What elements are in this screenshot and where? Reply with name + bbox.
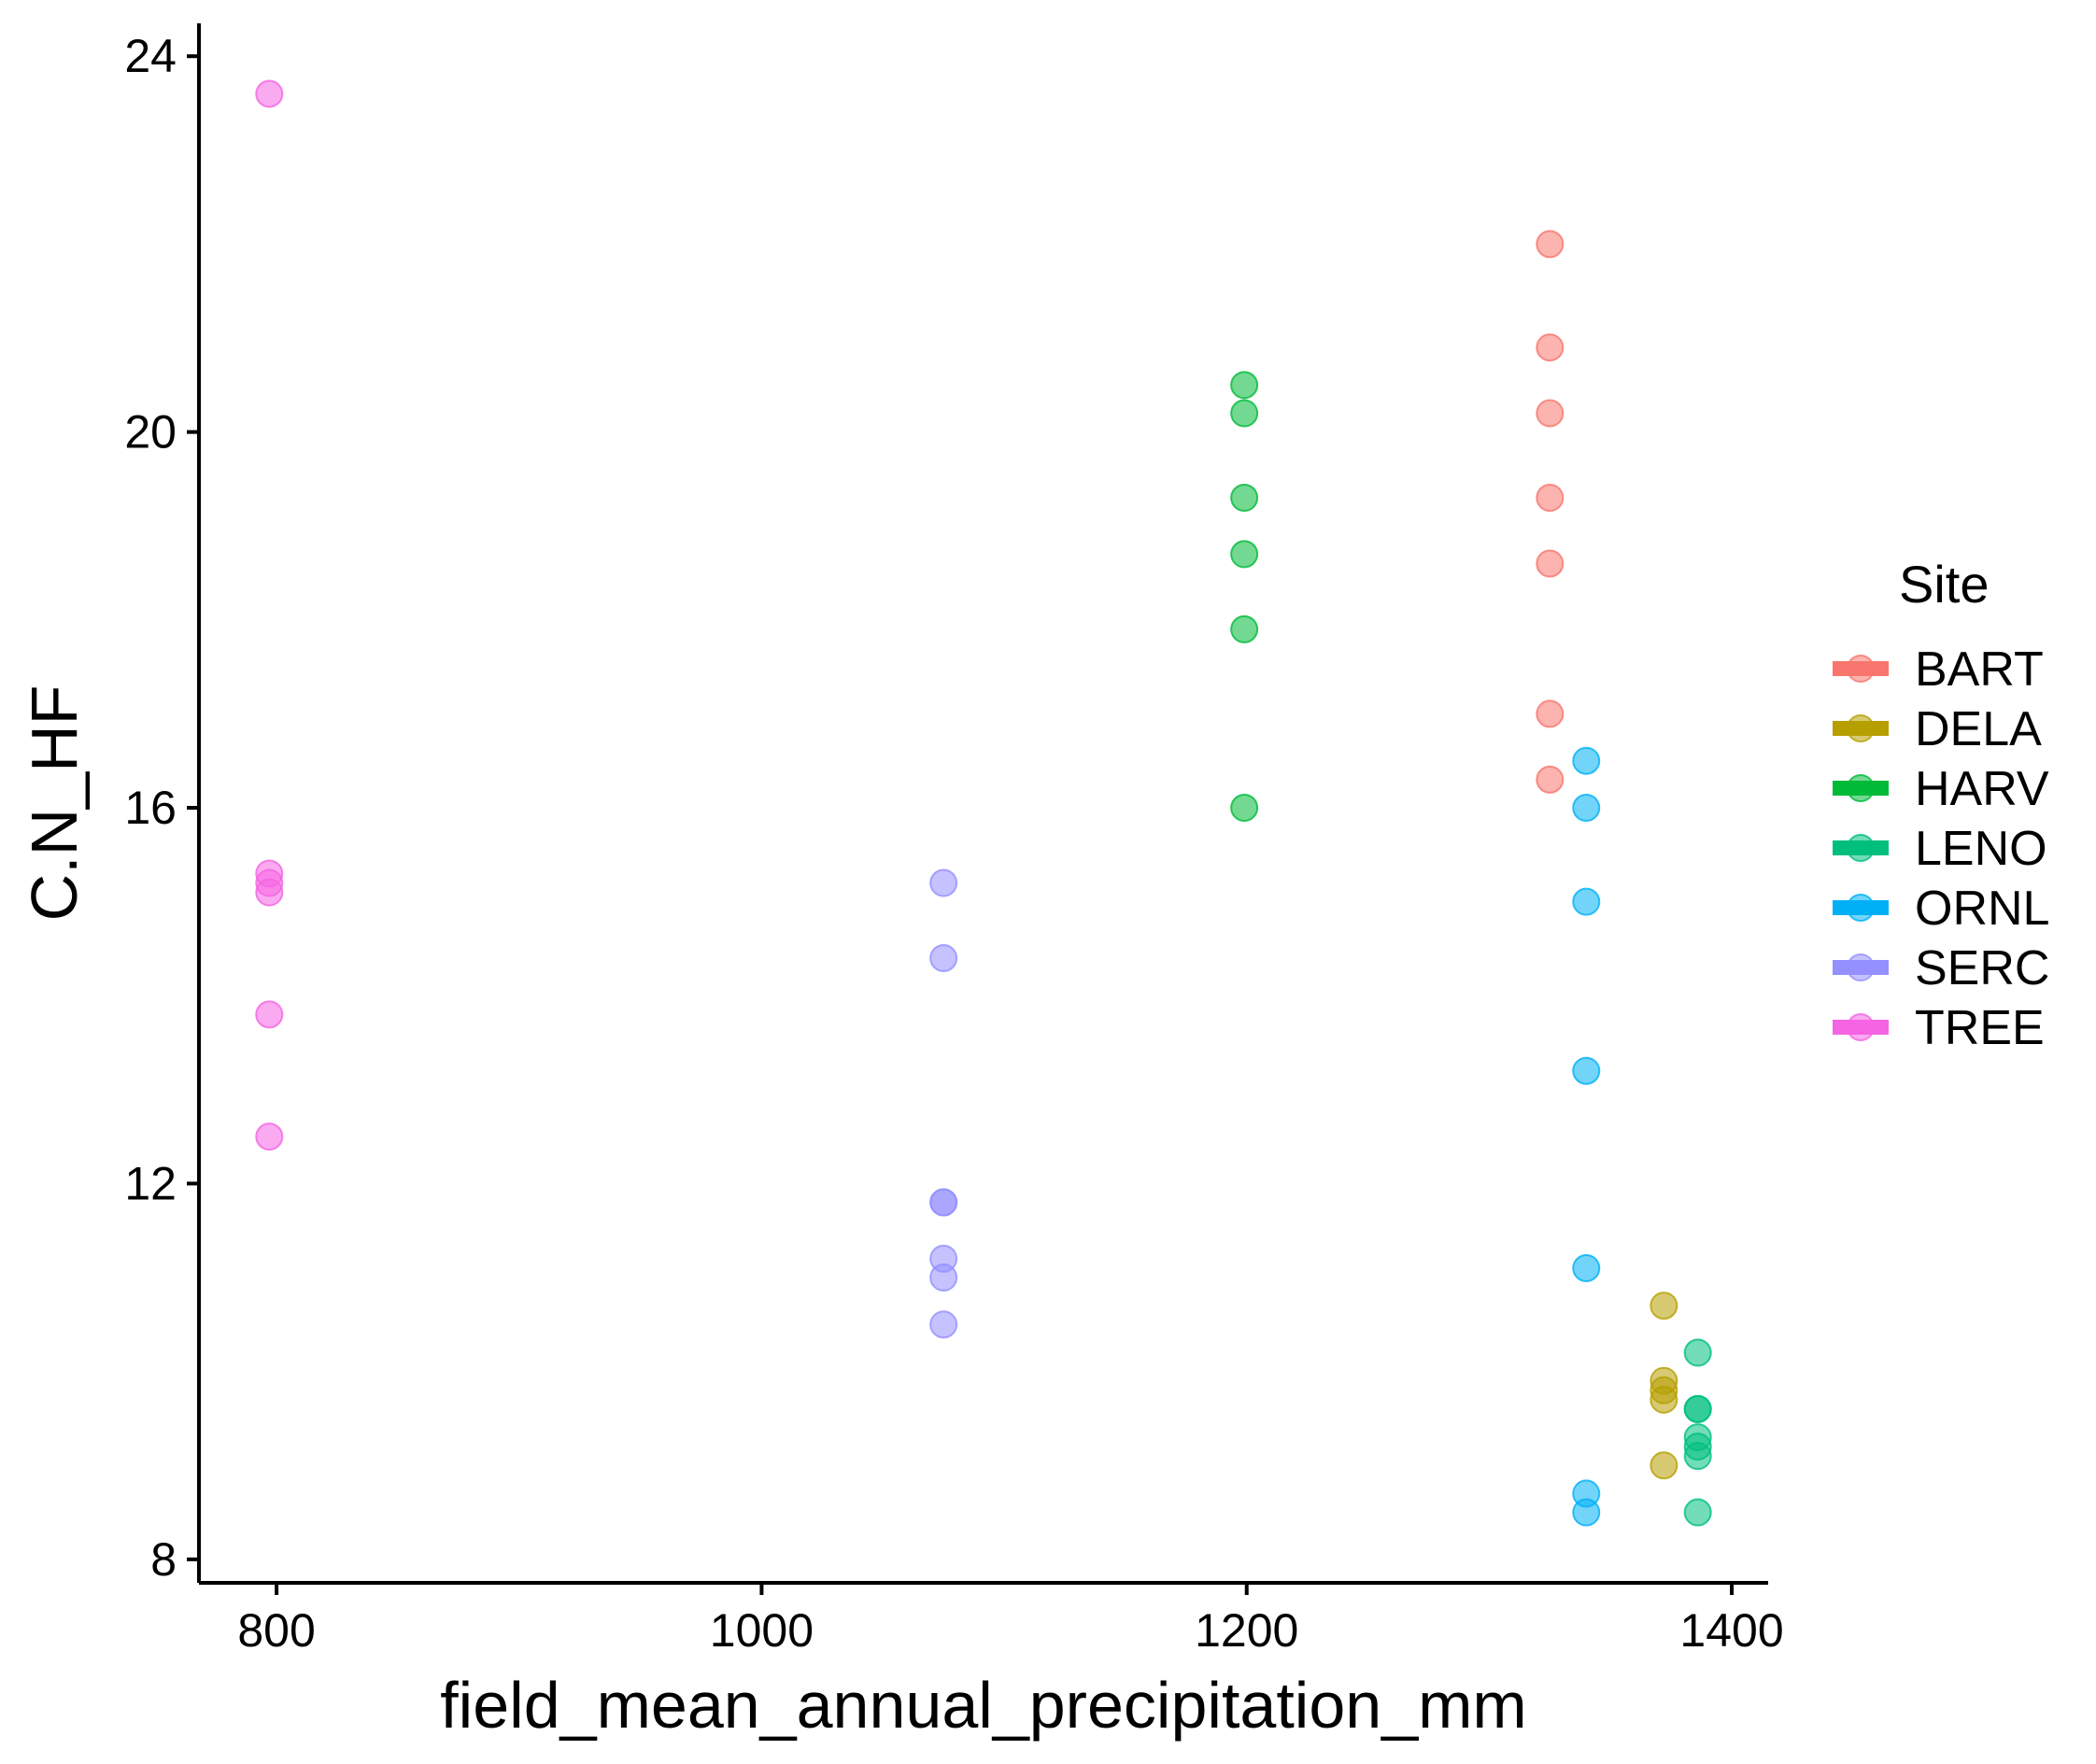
point-ornl — [1572, 746, 1601, 775]
point-tree — [255, 79, 284, 108]
legend-key-point-ornl — [1847, 894, 1875, 922]
y-axis-ticks: 8 12 16 20 24 — [124, 30, 199, 1586]
legend-key-point-tree — [1847, 1013, 1875, 1041]
legend-label-ornl: ORNL — [1915, 882, 2049, 936]
legend-key-point-dela — [1847, 714, 1875, 742]
point-dela — [1650, 1451, 1678, 1480]
point-tree — [255, 1122, 284, 1151]
x-tick-label: 800 — [237, 1604, 315, 1657]
y-axis-title: C.N_HF — [18, 685, 91, 922]
point-harv — [1230, 399, 1259, 428]
point-bart — [1536, 549, 1565, 578]
point-ornl — [1572, 1498, 1601, 1527]
y-tick-label: 24 — [124, 30, 177, 82]
legend-label-tree: TREE — [1915, 1001, 2045, 1055]
legend-label-serc: SERC — [1915, 941, 2049, 995]
point-harv — [1230, 614, 1259, 643]
point-harv — [1230, 371, 1259, 400]
point-serc — [929, 868, 958, 897]
point-serc — [929, 1263, 958, 1292]
point-leno — [1683, 1442, 1712, 1471]
point-dela — [1650, 1291, 1678, 1320]
point-serc — [929, 1188, 958, 1217]
point-bart — [1536, 765, 1565, 794]
point-harv — [1230, 540, 1259, 569]
legend-label-leno: LENO — [1915, 822, 2047, 876]
point-bart — [1536, 484, 1565, 513]
legend-label-harv: HARV — [1915, 762, 2049, 816]
y-tick-label: 20 — [124, 406, 177, 459]
legend-label-bart: BART — [1915, 642, 2044, 697]
y-tick-label: 12 — [124, 1157, 177, 1209]
point-bart — [1536, 333, 1565, 362]
legend-key-point-harv — [1847, 774, 1875, 802]
legend-key-point-bart — [1847, 655, 1875, 683]
point-tree — [255, 1000, 284, 1029]
y-tick-label: 8 — [150, 1533, 177, 1586]
point-harv — [1230, 484, 1259, 513]
x-tick-label: 1200 — [1195, 1604, 1298, 1657]
x-axis-title: field_mean_annual_precipitation_mm — [440, 1669, 1527, 1742]
data-points — [255, 79, 1712, 1527]
point-serc — [929, 1310, 958, 1339]
point-serc — [929, 943, 958, 972]
x-axis-ticks: 800 1000 1200 1400 — [237, 1583, 1784, 1657]
legend-key-point-serc — [1847, 953, 1875, 981]
point-bart — [1536, 230, 1565, 259]
point-leno — [1683, 1338, 1712, 1367]
point-ornl — [1572, 1253, 1601, 1282]
legend-key-point-leno — [1847, 834, 1875, 862]
x-tick-label: 1000 — [710, 1604, 814, 1657]
point-ornl — [1572, 887, 1601, 916]
y-tick-label: 16 — [124, 782, 177, 834]
point-tree — [255, 878, 284, 907]
legend-label-dela: DELA — [1915, 702, 2042, 756]
point-leno — [1683, 1498, 1712, 1527]
point-leno — [1683, 1394, 1712, 1423]
x-tick-label: 1400 — [1679, 1604, 1783, 1657]
point-dela — [1650, 1385, 1678, 1414]
point-ornl — [1572, 1056, 1601, 1085]
legend-title: Site — [1899, 555, 1990, 614]
point-bart — [1536, 699, 1565, 728]
point-ornl — [1572, 794, 1601, 823]
point-harv — [1230, 794, 1259, 823]
point-bart — [1536, 399, 1565, 428]
